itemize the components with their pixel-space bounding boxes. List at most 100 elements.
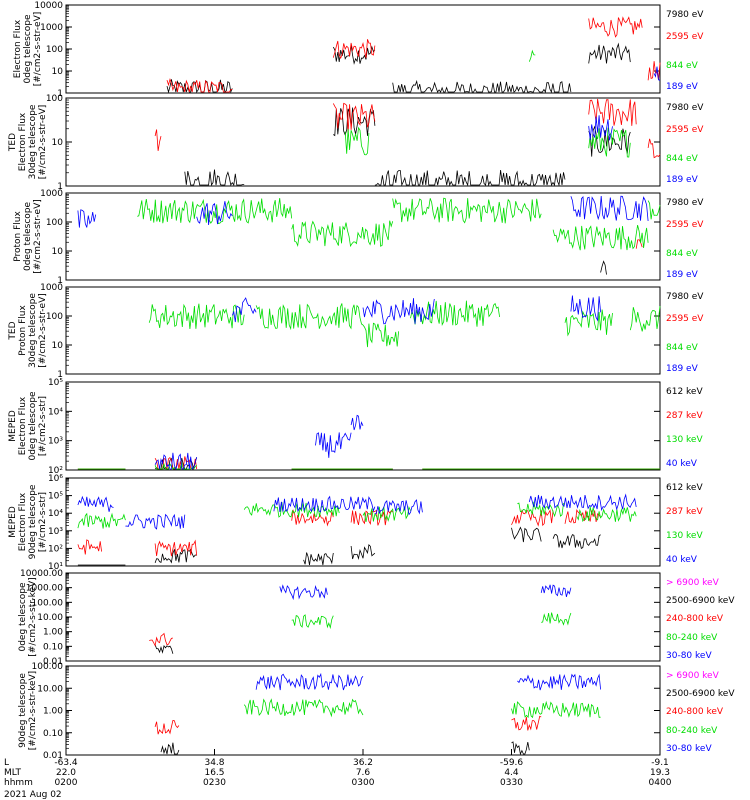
x-tick-label: 22.0 [56,768,76,778]
series-trace [564,508,601,524]
legend-entry: 130 keV [666,435,703,445]
series-trace [160,742,180,755]
series-trace [125,513,186,530]
y-axis-label: TED [8,133,18,152]
legend-entry: 2595 eV [666,125,704,135]
panel-frame [65,192,661,281]
series-trace [196,201,233,226]
y-axis-label: Electron Flux [18,396,28,455]
series-trace [511,741,530,756]
y-tick-label: 10³ [48,527,63,537]
series-trace [77,209,97,228]
series-trace [511,715,542,731]
legend-entry: 287 keV [666,411,703,421]
series-trace [350,509,393,526]
panel-frame [65,286,661,375]
panel-5: 10² 10³ 10⁴ 10⁵ MEPED Electron Flux 0deg teles… [8,378,703,476]
series-trace [517,501,566,518]
series-trace [273,495,376,513]
legend-entry: 844 eV [666,154,699,164]
y-tick-label: 1.00 [43,628,63,638]
legend-entry: 7980 eV [666,198,704,208]
y-axis-label: [#/cm2-s-str-eV] [33,199,43,274]
legend-entry: > 6900 keV [666,671,720,681]
panel-7: 0.01 0.10 1.00 10.00 100.00 1000.00 10000.00 0d… [18,569,735,667]
y-axis-label: Electron Flux [18,112,28,171]
series-trace [350,543,376,560]
series-trace [374,170,566,187]
series-trace [231,297,257,323]
y-tick-label: 1000 [40,23,63,33]
series-trace [410,300,500,327]
y-axis-label: [#/cm2-s-str-eV] [38,105,48,180]
y-tick-label: 10² [48,466,63,476]
y-axis-label: TED [8,321,18,340]
series-trace [540,584,572,598]
series-trace [166,78,233,93]
series-trace [303,552,334,566]
legend-entry: 7980 eV [666,292,704,302]
y-tick-label: 0.10 [43,642,63,652]
series-trace [629,306,661,332]
x-tick-label: 16.5 [204,768,224,778]
legend-entry: 189 eV [666,364,699,374]
legend-entry: 80-240 keV [666,726,718,736]
legend-entry: 240-800 keV [666,707,724,717]
panel-6: 10¹ 10² 10³ 10⁴ 10⁵ 10⁶ MEPED Electron Flux 90de… [8,474,703,572]
y-axis-label: [#/cm2-s-str-eV] [38,293,48,368]
series-trace [511,526,542,543]
series-trace [255,303,364,331]
y-axis-label: 30deg telescope [28,104,38,179]
y-tick-label: 1 [57,276,63,286]
legend-entry: 844 eV [666,343,699,353]
x-row-label: L [4,758,9,768]
series-trace [564,309,613,337]
y-axis-label: [#/cm2-s-str-eV] [33,12,43,87]
y-tick-label: 100 [46,312,63,322]
y-axis-label: Electron Flux [18,492,28,551]
series-trace [243,501,340,518]
series-trace [374,499,423,516]
panel-frame [65,97,661,187]
legend-entry: 844 eV [666,249,699,259]
panel-4: 1 10 100 1000 TED Proton Flux 30deg telescope[… [8,283,704,380]
series-trace [517,673,601,691]
series-trace [149,632,174,647]
legend-entry: 189 eV [666,270,699,280]
series-trace [154,539,198,557]
legend-entry: 40 keV [666,459,698,469]
y-axis-label: Proton Flux [18,305,28,356]
series-trace [332,45,376,65]
legend-entry: 130 keV [666,531,703,541]
legend-entry: 240-800 keV [666,614,724,624]
legend-entry: 189 eV [666,82,699,92]
y-tick-label: 10⁵ [48,492,63,502]
y-axis-label: [#/cm2-s-str] [38,396,48,456]
y-tick-label: 10000.00 [20,569,63,579]
x-tick-label: 0330 [500,778,523,788]
y-tick-label: 10 [52,341,64,351]
series-trace [528,49,536,62]
legend-entry: 2595 eV [666,220,704,230]
y-tick-label: 1000.00 [26,584,63,594]
y-tick-label: 10⁶ [48,474,63,484]
panel-frame [65,572,661,662]
x-tick-label: 7.6 [356,768,371,778]
legend-entry: 40 keV [666,555,698,565]
series-trace [552,225,649,251]
legend-entry: 7980 eV [666,10,704,20]
series-trace [647,200,661,220]
y-axis-label: MEPED [8,410,18,442]
series-trace [184,169,245,187]
series-trace [77,539,102,555]
date-label: 2021 Aug 02 [4,790,62,800]
series-trace [362,505,411,522]
panel-1: 1 10 100 1000 10000 Electron Flux 0deg telesco… [13,1,704,99]
y-tick-label: 1 [57,370,63,380]
y-axis-label: [#/cm2-s-str-keV] [28,671,38,750]
y-tick-label: 1 [57,182,63,192]
y-tick-label: 100 [46,94,63,104]
x-tick-label: 0200 [55,778,78,788]
legend-entry: > 6900 keV [666,578,720,588]
